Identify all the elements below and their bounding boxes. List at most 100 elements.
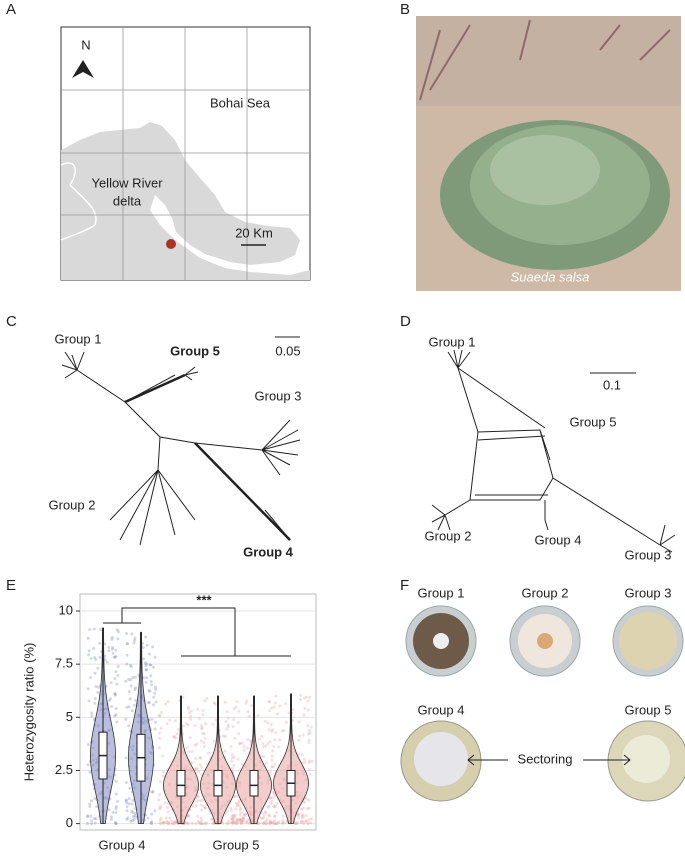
jitter-dot — [232, 755, 236, 759]
jitter-dot — [240, 762, 244, 766]
jitter-dot — [273, 804, 277, 808]
jitter-dot — [276, 821, 280, 825]
jitter-dot — [235, 802, 239, 806]
jitter-dot — [150, 683, 154, 687]
jitter-dot — [304, 797, 308, 801]
jitter-dot — [233, 736, 237, 740]
jitter-dot — [144, 664, 148, 668]
delta-label: Yellow River — [91, 175, 163, 190]
jitter-dot — [300, 814, 304, 818]
jitter-dot — [265, 818, 269, 822]
jitter-dot — [153, 685, 157, 689]
jitter-dot — [225, 728, 229, 732]
jitter-dot — [111, 810, 115, 814]
jitter-dot — [186, 814, 190, 818]
jitter-dot — [226, 716, 230, 720]
jitter-dot — [88, 804, 92, 808]
jitter-dot — [281, 821, 285, 825]
jitter-dot — [108, 698, 112, 702]
jitter-dot — [125, 653, 129, 657]
jitter-dot — [194, 756, 198, 760]
jitter-dot — [163, 801, 167, 805]
jitter-dot — [189, 717, 193, 721]
jitter-dot — [203, 806, 207, 810]
jitter-dot — [191, 805, 195, 809]
jitter-dot — [114, 807, 118, 811]
jitter-dot — [268, 740, 272, 744]
jitter-dot — [161, 820, 165, 824]
jitter-dot — [92, 647, 96, 651]
jitter-dot — [159, 726, 163, 730]
jitter-dot — [130, 632, 134, 636]
jitter-dot — [86, 743, 90, 747]
jitter-dot — [200, 765, 204, 769]
jitter-dot — [281, 821, 285, 825]
jitter-dot — [213, 739, 217, 743]
jitter-dot — [237, 817, 241, 821]
jitter-dot — [204, 821, 208, 825]
jitter-dot — [127, 724, 131, 728]
jitter-dot — [132, 815, 136, 819]
jitter-dot — [241, 816, 245, 820]
jitter-dot — [145, 662, 149, 666]
jitter-dot — [150, 717, 154, 721]
jitter-dot — [246, 710, 250, 714]
jitter-dot — [124, 717, 128, 721]
jitter-dot — [152, 695, 156, 699]
site — [166, 239, 176, 249]
jitter-dot — [127, 690, 131, 694]
jitter-dot — [105, 660, 109, 664]
jitter-dot — [154, 700, 158, 704]
jitter-dot — [211, 821, 215, 825]
jitter-dot — [239, 822, 243, 826]
jitter-dot — [132, 638, 136, 642]
jitter-dot — [188, 736, 192, 740]
group-label: Group 1 — [55, 331, 102, 346]
jitter-dot — [235, 818, 239, 822]
jitter-dot — [110, 815, 114, 819]
jitter-dot — [199, 803, 203, 807]
jitter-dot — [157, 746, 161, 750]
jitter-dot — [302, 757, 306, 761]
jitter-dot — [166, 806, 170, 810]
jitter-dot — [130, 802, 134, 806]
jitter-dot — [297, 752, 301, 756]
jitter-dot — [263, 810, 267, 814]
plate-label: Group 5 — [625, 702, 672, 717]
jitter-dot — [236, 757, 240, 761]
jitter-dot — [229, 745, 233, 749]
jitter-dot — [86, 814, 90, 818]
jitter-dot — [141, 645, 145, 649]
sectoring-label: Sectoring — [518, 751, 573, 766]
jitter-dot — [264, 744, 268, 748]
jitter-dot — [186, 705, 190, 709]
jitter-dot — [124, 799, 128, 803]
jitter-dot — [237, 804, 241, 808]
jitter-dot — [153, 655, 157, 659]
jitter-dot — [94, 817, 98, 821]
jitter-dot — [277, 745, 281, 749]
jitter-dot — [272, 804, 276, 808]
jitter-dot — [193, 743, 197, 747]
jitter-dot — [196, 794, 200, 798]
plate-label: Group 1 — [418, 585, 465, 600]
jitter-dot — [240, 819, 244, 823]
jitter-dot — [131, 798, 135, 802]
jitter-dot — [149, 821, 153, 825]
jitter-dot — [125, 705, 129, 709]
jitter-dot — [266, 804, 270, 808]
jitter-dot — [235, 700, 239, 704]
jitter-dot — [264, 819, 268, 823]
jitter-dot — [200, 822, 204, 826]
jitter-dot — [275, 712, 279, 716]
jitter-dot — [297, 816, 301, 820]
jitter-dot — [88, 628, 92, 632]
jitter-dot — [306, 699, 310, 703]
jitter-dot — [144, 635, 148, 639]
jitter-dot — [244, 812, 248, 816]
jitter-dot — [195, 742, 199, 746]
jitter-dot — [130, 809, 134, 813]
jitter-dot — [224, 719, 228, 723]
jitter-dot — [230, 821, 234, 825]
jitter-dot — [232, 794, 236, 798]
